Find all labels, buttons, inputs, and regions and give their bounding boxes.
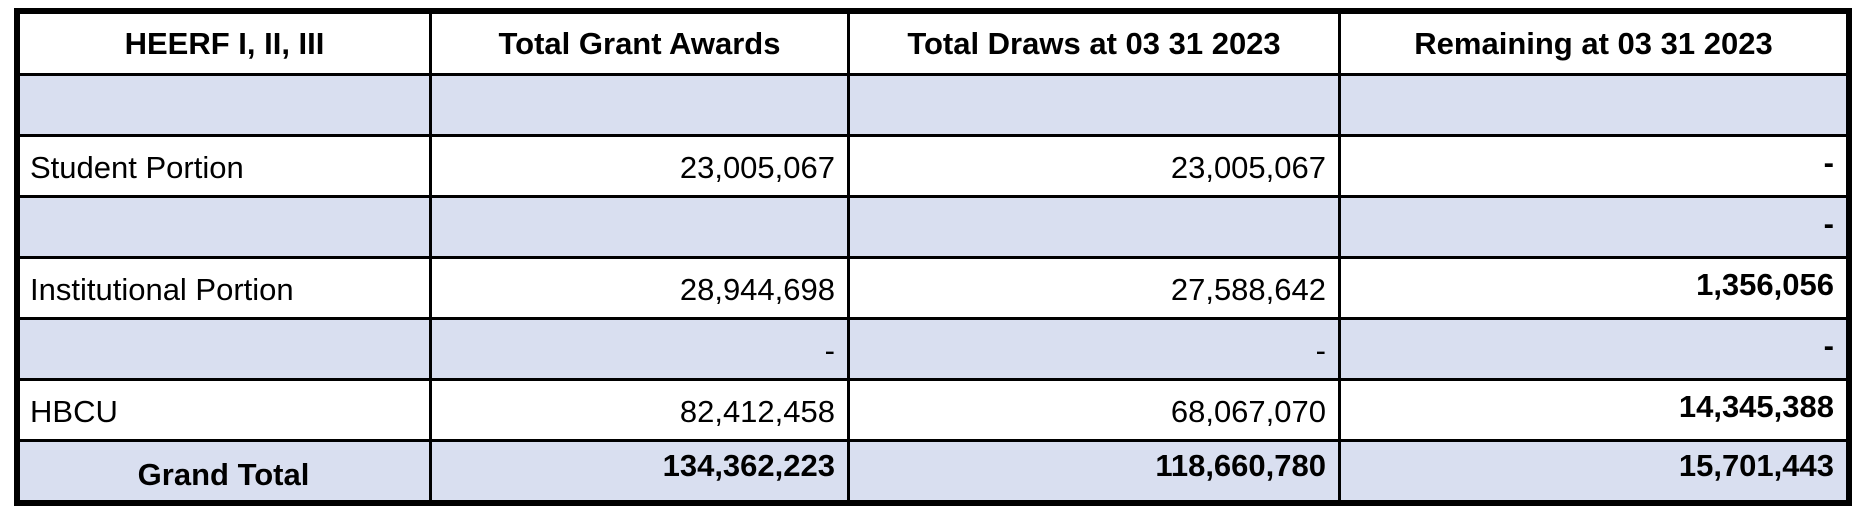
row-label — [17, 317, 432, 381]
table-row: - — [17, 195, 1849, 259]
grant-cell: - — [429, 317, 850, 381]
grand-total-draws: 118,660,780 — [847, 439, 1341, 503]
row-label — [17, 73, 432, 137]
grand-total-row: Grand Total 134,362,223 118,660,780 15,7… — [17, 439, 1849, 503]
grant-cell: 82,412,458 — [429, 378, 850, 442]
draws-cell: 68,067,070 — [847, 378, 1341, 442]
table-row: HBCU 82,412,458 68,067,070 14,345,388 — [17, 378, 1849, 442]
table-row: - - - — [17, 317, 1849, 381]
row-label: Institutional Portion — [17, 256, 432, 320]
row-label: Student Portion — [17, 134, 432, 198]
table-row: Student Portion 23,005,067 23,005,067 - — [17, 134, 1849, 198]
table-row — [17, 73, 1849, 137]
table-row: Institutional Portion 28,944,698 27,588,… — [17, 256, 1849, 320]
grand-total-label: Grand Total — [17, 439, 432, 503]
header-remaining: Remaining at 03 31 2023 — [1338, 11, 1849, 76]
grand-total-remaining: 15,701,443 — [1338, 439, 1849, 503]
draws-cell: 27,588,642 — [847, 256, 1341, 320]
draws-cell: 23,005,067 — [847, 134, 1341, 198]
draws-cell — [847, 195, 1341, 259]
grand-total-grant: 134,362,223 — [429, 439, 850, 503]
grant-cell: 23,005,067 — [429, 134, 850, 198]
grant-cell: 28,944,698 — [429, 256, 850, 320]
remaining-cell: - — [1338, 317, 1849, 381]
header-row: HEERF I, II, III Total Grant Awards Tota… — [17, 11, 1849, 76]
remaining-cell: 1,356,056 — [1338, 256, 1849, 320]
remaining-cell: - — [1338, 134, 1849, 198]
row-label — [17, 195, 432, 259]
grant-table: HEERF I, II, III Total Grant Awards Tota… — [17, 11, 1849, 503]
header-heerf: HEERF I, II, III — [17, 11, 432, 76]
remaining-cell: - — [1338, 195, 1849, 259]
remaining-cell — [1338, 73, 1849, 137]
header-total-grant-awards: Total Grant Awards — [429, 11, 850, 76]
row-label: HBCU — [17, 378, 432, 442]
header-total-draws: Total Draws at 03 31 2023 — [847, 11, 1341, 76]
remaining-cell: 14,345,388 — [1338, 378, 1849, 442]
draws-cell — [847, 73, 1341, 137]
grant-cell — [429, 195, 850, 259]
heerf-summary-table: HEERF I, II, III Total Grant Awards Tota… — [14, 8, 1852, 506]
draws-cell: - — [847, 317, 1341, 381]
grant-cell — [429, 73, 850, 137]
